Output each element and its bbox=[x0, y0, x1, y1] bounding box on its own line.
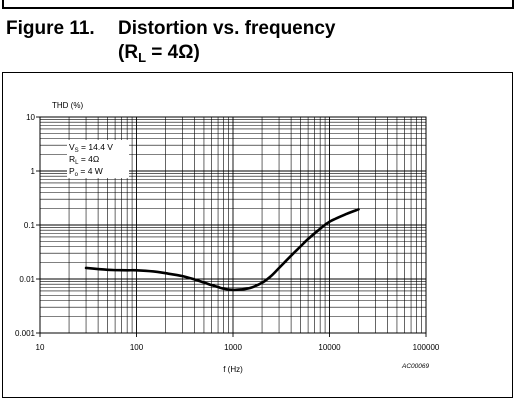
y-tick-label: 0.01 bbox=[19, 275, 35, 284]
x-tick-label: 10 bbox=[36, 343, 45, 352]
x-tick-label: 100 bbox=[130, 343, 144, 352]
chart-code: AC00069 bbox=[401, 363, 429, 370]
top-rule-left-stub bbox=[2, 0, 4, 8]
chart-frame bbox=[2, 72, 513, 398]
y-axis-label: THD (%) bbox=[52, 101, 83, 110]
x-tick-label: 10000 bbox=[318, 343, 341, 352]
figure-subtitle-prefix: (R bbox=[118, 42, 139, 63]
y-tick-label: 0.001 bbox=[15, 329, 36, 338]
x-tick-labels: 10 100 1000 10000 100000 bbox=[36, 343, 440, 352]
x-axis-label: f (Hz) bbox=[223, 365, 243, 374]
x-tick-label: 100000 bbox=[413, 343, 440, 352]
condition-rl: RL = 4Ω bbox=[69, 154, 99, 166]
condition-po: Po = 4 W bbox=[69, 166, 103, 178]
condition-vs: VS = 14.4 V bbox=[69, 142, 113, 154]
figure-subtitle: (RL = 4Ω) bbox=[118, 42, 200, 65]
legend-box: VS = 14.4 V RL = 4Ω Po = 4 W bbox=[67, 140, 129, 178]
y-tick-label: 1 bbox=[31, 167, 36, 176]
legend-background bbox=[67, 140, 129, 178]
plot-border bbox=[39, 116, 427, 334]
y-tick-labels: 0.001 0.01 0.1 1 10 bbox=[15, 113, 36, 338]
y-tick-label: 0.1 bbox=[24, 221, 36, 230]
x-tick-label: 1000 bbox=[224, 343, 242, 352]
y-tick-label: 10 bbox=[26, 113, 35, 122]
top-rule bbox=[2, 7, 514, 9]
figure-title: Figure 11. Distortion vs. frequency bbox=[6, 18, 336, 40]
figure-subtitle-suffix: = 4Ω) bbox=[146, 42, 200, 63]
thd-curve bbox=[84, 208, 360, 292]
figure-number: Figure 11. bbox=[6, 18, 95, 39]
top-rule-right-stub bbox=[512, 0, 514, 8]
figure-subtitle-sub: L bbox=[138, 50, 147, 65]
figure-title-text: Distortion vs. frequency bbox=[118, 18, 336, 39]
